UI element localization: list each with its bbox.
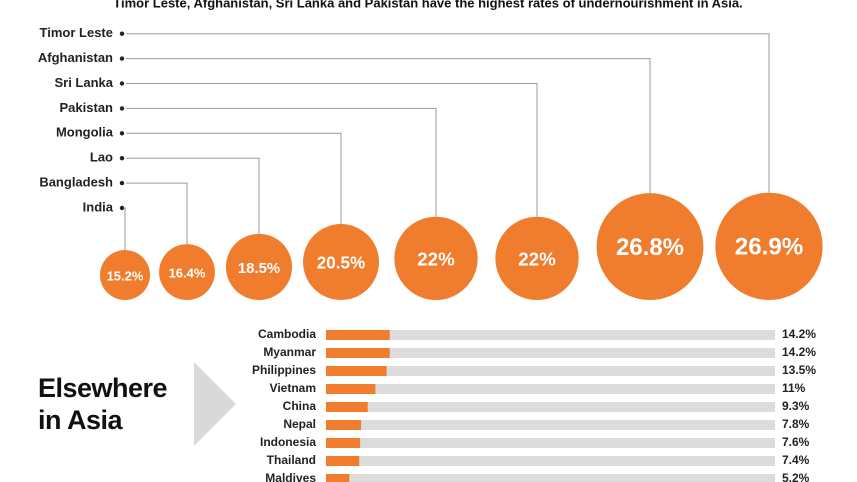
track: [326, 474, 775, 482]
country-label: Afghanistan: [38, 50, 113, 65]
dot: [119, 106, 125, 111]
value-label: 22%: [518, 248, 556, 269]
value-label: 5.2%: [782, 471, 810, 482]
value-label: 20.5%: [317, 254, 365, 273]
value-label: 26.9%: [735, 234, 803, 261]
dot: [119, 205, 125, 211]
country-label: Mongolia: [56, 125, 114, 140]
bubble: [100, 250, 150, 300]
bar: [326, 474, 350, 482]
value-label: 11%: [782, 381, 806, 395]
value-label: 26.8%: [616, 234, 684, 261]
track: [326, 348, 775, 358]
bubble: [495, 216, 579, 300]
bubble: [394, 216, 478, 300]
track: [326, 456, 775, 466]
bubble: [159, 244, 215, 300]
country-label: Pakistan: [60, 100, 114, 115]
dot: [119, 180, 125, 186]
country-label: Bangladesh: [39, 175, 113, 190]
value-label: 18.5%: [238, 261, 280, 277]
connector: [124, 207, 126, 251]
bar: [326, 366, 387, 376]
connector: [126, 107, 437, 217]
track: [326, 330, 775, 340]
category-label: Philippines: [252, 363, 316, 377]
connector: [126, 58, 651, 194]
bubble: [715, 192, 823, 300]
bar: [326, 348, 390, 358]
value-label: 14.2%: [782, 345, 816, 359]
dot: [119, 131, 125, 136]
connector: [126, 83, 538, 217]
value-label: 7.6%: [782, 435, 810, 449]
bubble: [303, 224, 379, 300]
bubble: [596, 193, 704, 300]
value-label: 7.4%: [782, 453, 810, 467]
connector: [126, 33, 770, 193]
section-title: Elsewhere in Asia: [38, 373, 168, 435]
dot: [119, 81, 125, 86]
track: [326, 438, 775, 448]
bar: [326, 402, 368, 412]
track: [326, 384, 775, 394]
value-label: 16.4%: [169, 266, 206, 281]
bar: [326, 420, 362, 430]
dot: [119, 56, 125, 61]
connector: [126, 157, 260, 234]
arrow: [194, 362, 236, 446]
category-label: Myanmar: [263, 345, 316, 359]
country-label: Sri Lanka: [54, 75, 113, 90]
category-label: Cambodia: [258, 327, 316, 341]
bar: [326, 456, 360, 466]
bar: [326, 330, 390, 340]
value-label: 22%: [417, 248, 455, 269]
track: [326, 366, 775, 376]
bar: [326, 384, 376, 394]
chart-title: Timor Leste, Afghanistan, Sri Lanka and …: [113, 0, 742, 10]
category-label: Vietnam: [270, 381, 316, 395]
value-label: 9.3%: [782, 399, 810, 413]
value-label: 14.2%: [782, 327, 816, 341]
connector: [126, 182, 188, 245]
dot: [119, 156, 125, 161]
track: [326, 402, 775, 412]
category-label: Maldives: [265, 471, 316, 482]
value-label: 7.8%: [782, 417, 810, 431]
bar: [326, 438, 361, 448]
country-label: India: [83, 199, 114, 214]
category-label: Thailand: [267, 453, 316, 467]
category-label: Nepal: [283, 417, 316, 431]
country-label: Timor Leste: [40, 25, 113, 40]
track: [326, 420, 775, 430]
connector: [126, 132, 342, 225]
value-label: 13.5%: [782, 363, 816, 377]
value-label: 15.2%: [107, 268, 144, 283]
category-label: Indonesia: [260, 435, 316, 449]
bubble: [225, 233, 293, 300]
country-label: Lao: [90, 150, 113, 165]
category-label: China: [283, 399, 317, 413]
dot: [119, 31, 125, 36]
